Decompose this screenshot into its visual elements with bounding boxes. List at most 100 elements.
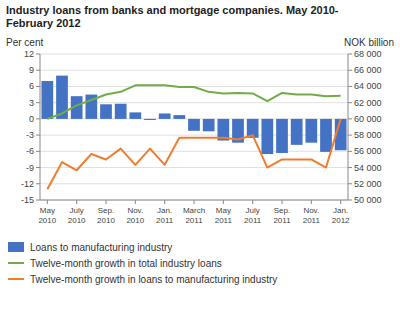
text-line: 2012: [332, 216, 350, 225]
y2-axis-line: [348, 54, 349, 200]
text-line: Jan.: [333, 206, 348, 215]
bar: [291, 119, 303, 145]
x-tick-label: July2011: [244, 206, 262, 225]
text-line: 2011: [244, 216, 262, 225]
x-tick: [194, 200, 195, 204]
bar: [188, 119, 200, 131]
bar: [305, 119, 317, 143]
y-tick: [36, 135, 40, 136]
x-tick-label: Nov.2011: [303, 206, 321, 225]
x-tick: [252, 200, 253, 204]
y-tick-label: 12: [24, 49, 34, 59]
x-tick-label: Jan.2011: [156, 206, 174, 225]
text-line: 2010: [97, 216, 115, 225]
legend-swatch: [8, 242, 24, 252]
text-line: 2011: [185, 216, 203, 225]
text-line: May: [40, 206, 55, 215]
legend-label: Loans to manufacturing industry: [30, 242, 172, 253]
x-tick-label: Nov.2010: [126, 206, 144, 225]
x-tick-label: May2011: [215, 206, 233, 225]
y-tick-label: 6: [29, 81, 34, 91]
text-line: May: [216, 206, 231, 215]
text-line: 2011: [273, 216, 291, 225]
y-tick-label: -12: [21, 179, 34, 189]
bar: [203, 119, 215, 131]
y-tick-label: 9: [29, 65, 34, 75]
x-tick: [47, 200, 48, 204]
x-tick: [106, 200, 107, 204]
bar: [41, 81, 53, 119]
x-tick: [164, 200, 165, 204]
x-tick-label: May2010: [38, 206, 56, 225]
text-line: Nov.: [127, 206, 143, 215]
grid-line: [40, 183, 348, 184]
y2-tick-label: 64 000: [354, 81, 382, 91]
text-line: 2010: [126, 216, 144, 225]
y2-tick-label: 66 000: [354, 65, 382, 75]
y2-tick: [348, 200, 352, 201]
text-line: July: [70, 206, 84, 215]
text-line: Sep.: [98, 206, 114, 215]
x-tick: [223, 200, 224, 204]
y-tick: [36, 151, 40, 152]
x-tick: [282, 200, 283, 204]
y-tick: [36, 183, 40, 184]
legend-swatch: [8, 262, 24, 264]
y-axis-label: Per cent: [6, 37, 43, 48]
y-tick-label: -6: [26, 146, 34, 156]
grid-line: [40, 151, 348, 152]
text-line: February 2012: [6, 17, 81, 29]
y-tick-label: 0: [29, 114, 34, 124]
y2-tick: [348, 151, 352, 152]
y-axis-line: [40, 54, 41, 200]
text-line: 2011: [303, 216, 321, 225]
y2-tick: [348, 135, 352, 136]
text-line: 2011: [215, 216, 233, 225]
y2-axis-label: NOK billion: [344, 37, 394, 48]
y-tick-label: -3: [26, 130, 34, 140]
y2-tick-label: 56 000: [354, 146, 382, 156]
marks: [41, 76, 346, 190]
grid-line: [40, 54, 348, 55]
y2-tick-label: 50 000: [354, 195, 382, 205]
y-tick: [36, 54, 40, 55]
y-tick-label: -9: [26, 163, 34, 173]
bar: [100, 104, 112, 119]
bar: [173, 115, 185, 119]
line: [47, 85, 340, 119]
y2-tick-label: 58 000: [354, 130, 382, 140]
axes: -15-12-9-6-303691250 00052 00054 00056 0…: [21, 49, 382, 225]
y-tick: [36, 70, 40, 71]
x-tick-label: Sep.2010: [97, 206, 115, 225]
y2-tick: [348, 167, 352, 168]
x-tick: [135, 200, 136, 204]
y-tick: [36, 167, 40, 168]
y-tick: [36, 102, 40, 103]
text-line: 2010: [38, 216, 56, 225]
y-tick-label: -15: [21, 195, 34, 205]
text-line: Nov.: [303, 206, 319, 215]
x-tick: [76, 200, 77, 204]
y-tick: [36, 200, 40, 201]
y2-tick: [348, 70, 352, 71]
x-tick-label: March2011: [183, 206, 205, 225]
bar: [144, 119, 156, 120]
bar: [276, 119, 288, 153]
title: Industry loans from banks and mortgage c…: [6, 4, 339, 29]
bar: [320, 119, 332, 152]
legend-label: Twelve-month growth in loans to manufact…: [30, 274, 277, 285]
text-line: 2010: [68, 216, 86, 225]
text-line: Sep.: [274, 206, 290, 215]
bar: [115, 104, 127, 119]
y2-tick-label: 62 000: [354, 98, 382, 108]
text-line: March: [183, 206, 205, 215]
x-tick-label: Jan.2012: [332, 206, 350, 225]
y-tick: [36, 118, 40, 119]
y-tick-label: 3: [29, 98, 34, 108]
y2-tick: [348, 183, 352, 184]
line: [47, 119, 340, 189]
y2-tick-label: 68 000: [354, 49, 382, 59]
grid-line: [40, 70, 348, 71]
text-line: July: [246, 206, 260, 215]
y2-tick-label: 52 000: [354, 179, 382, 189]
